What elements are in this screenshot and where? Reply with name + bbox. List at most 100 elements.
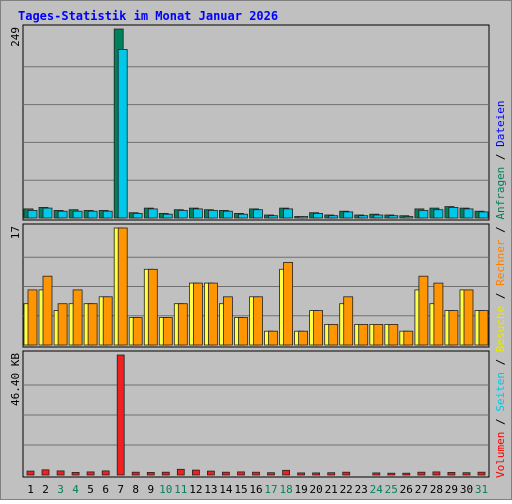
bar-volumen-day-1 — [26, 470, 35, 476]
x-tick-label: 9 — [147, 483, 154, 496]
bar-dateien-day-6 — [102, 210, 113, 219]
bar-dateien-day-5 — [87, 210, 98, 219]
bar-volumen-day-24 — [372, 472, 381, 476]
bar-volumen-day-17 — [267, 472, 275, 476]
legend-separator: / — [494, 352, 507, 372]
bar-dateien-day-19 — [298, 216, 309, 219]
bar-dateien-day-12 — [192, 208, 203, 219]
bar-volumen-day-8 — [131, 471, 140, 476]
panel-max-label: 46.40 KB — [9, 353, 22, 406]
legend-item: Anfragen — [494, 167, 507, 220]
bar-rechner-day-18 — [283, 261, 294, 346]
bar-dateien-day-3 — [57, 210, 68, 219]
bar-dateien-day-8 — [132, 212, 143, 219]
bar-rechner-day-12 — [192, 282, 203, 346]
legend-item: Dateien — [494, 100, 507, 146]
bar-dateien-day-31 — [478, 211, 489, 219]
x-tick-label: 10 — [159, 483, 172, 496]
x-tick-label: 22 — [340, 483, 353, 496]
panel-hits: 249 — [9, 24, 490, 221]
bar-volumen-day-19 — [297, 472, 306, 476]
chart-legend: Volumen / Seiten / Besuche / Rechner / A… — [494, 100, 507, 478]
bar-dateien-day-11 — [177, 209, 188, 219]
bar-rechner-day-31 — [478, 310, 489, 346]
chart-panels: 249 17 46.40 KB — [9, 24, 490, 478]
bar-volumen-day-30 — [462, 472, 471, 476]
x-tick-label: 7 — [117, 483, 124, 496]
bar-volumen-day-14 — [221, 471, 230, 476]
bar-rechner-day-25 — [388, 323, 399, 346]
bar-volumen-day-26 — [402, 472, 411, 476]
x-tick-label: 25 — [385, 483, 398, 496]
bar-volumen-day-22 — [342, 471, 351, 476]
x-tick-label: 13 — [204, 483, 217, 496]
x-tick-label: 3 — [57, 483, 64, 496]
bar-dateien-day-29 — [448, 206, 459, 219]
bar-volumen-day-21 — [327, 472, 336, 476]
bar-dateien-day-10 — [162, 213, 173, 219]
bar-dateien-day-1 — [27, 209, 38, 219]
bar-rechner-day-30 — [463, 289, 474, 346]
bar-dateien-day-22 — [343, 211, 354, 219]
bar-rechner-day-9 — [147, 268, 158, 346]
bar-dateien-day-9 — [147, 208, 158, 219]
panel-max-label: 249 — [9, 27, 22, 47]
bar-dateien-day-4 — [72, 210, 83, 219]
bar-rechner-day-28 — [433, 282, 444, 346]
bar-rechner-day-11 — [177, 303, 188, 346]
bar-dateien-day-25 — [388, 215, 399, 219]
x-tick-label: 8 — [132, 483, 139, 496]
bar-dateien-day-24 — [373, 214, 384, 219]
panel-max-label: 17 — [9, 226, 22, 239]
bar-dateien-day-15 — [238, 213, 248, 219]
x-tick-label: 18 — [279, 483, 292, 496]
x-tick-label: 5 — [87, 483, 94, 496]
legend-item: Besuche — [494, 306, 507, 352]
x-axis: 1 2 3 4 5 6 7 8 9 10 11 12 13 14 15 16 17 18 19 20 21 22 23 24 2… — [27, 483, 488, 496]
bar-volumen-day-27 — [417, 471, 426, 476]
panel-visits: 17 — [9, 223, 490, 348]
x-tick-label: 20 — [309, 483, 322, 496]
bar-rechner-day-3 — [57, 303, 68, 346]
bar-dateien-day-2 — [42, 207, 53, 219]
x-tick-label: 27 — [415, 483, 428, 496]
bar-rechner-day-10 — [162, 317, 173, 346]
x-tick-label: 1 — [27, 483, 34, 496]
bar-rechner-day-22 — [343, 296, 354, 346]
bar-rechner-day-20 — [313, 310, 324, 346]
bar-rechner-day-23 — [358, 323, 369, 346]
bar-rechner-day-21 — [328, 323, 339, 346]
bar-volumen-day-20 — [312, 472, 321, 476]
bar-volumen-day-3 — [56, 470, 65, 476]
bar-rechner-day-13 — [207, 282, 218, 346]
bar-rechner-day-6 — [102, 296, 113, 346]
bar-rechner-day-26 — [403, 330, 414, 346]
x-tick-label: 31 — [475, 483, 488, 496]
bar-volumen-day-29 — [447, 471, 456, 476]
x-tick-label: 6 — [102, 483, 109, 496]
bar-volumen-day-12 — [191, 469, 200, 476]
x-tick-label: 21 — [325, 483, 338, 496]
chart-title: Tages-Statistik im Monat Januar 2026 — [18, 9, 278, 23]
bar-dateien-day-23 — [358, 215, 369, 219]
legend-separator: / — [494, 286, 507, 306]
bar-volumen-day-5 — [86, 471, 95, 476]
legend-item: Volumen — [494, 432, 507, 478]
legend-separator: / — [494, 147, 507, 167]
x-tick-label: 4 — [72, 483, 79, 496]
bar-volumen-day-25 — [387, 472, 396, 476]
bar-volumen-day-15 — [237, 471, 245, 476]
bar-dateien-day-18 — [283, 208, 294, 219]
x-tick-label: 12 — [189, 483, 202, 496]
bar-rechner-day-27 — [418, 275, 429, 346]
panel-frame — [22, 350, 490, 478]
bar-dateien-day-21 — [328, 215, 339, 219]
legend-item: Rechner — [494, 239, 507, 286]
panel-volume: 46.40 KB — [9, 350, 490, 478]
x-tick-label: 24 — [370, 483, 384, 496]
bar-rechner-day-24 — [373, 323, 384, 346]
bar-dateien-day-17 — [268, 215, 278, 219]
bar-rechner-day-19 — [298, 330, 309, 346]
bar-volumen-day-7 — [116, 354, 125, 476]
